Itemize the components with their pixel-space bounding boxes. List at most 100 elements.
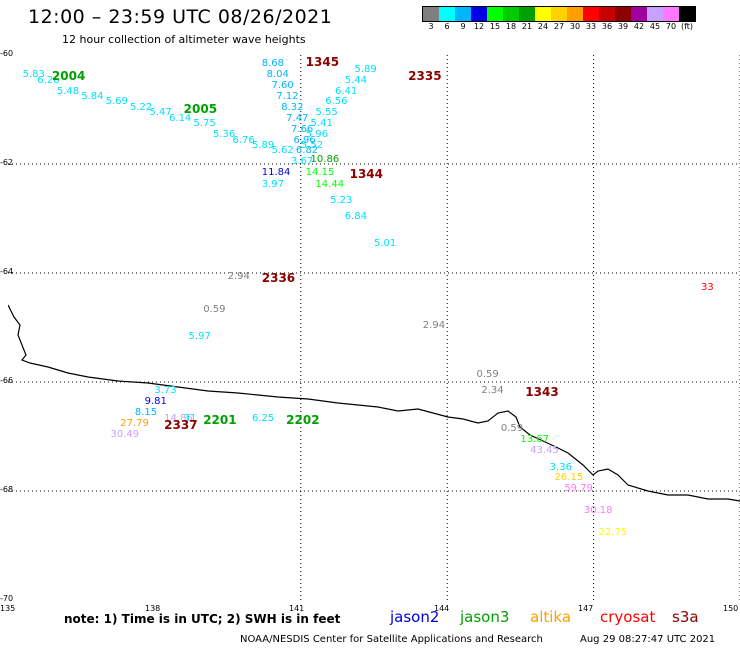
- wave-height-value: 5.01: [374, 238, 397, 250]
- wave-height-value: 22.75: [598, 526, 628, 538]
- longitude-label: 147: [578, 604, 594, 613]
- wave-height-value: 5.23: [330, 194, 353, 206]
- wave-height-value: 5.96: [305, 129, 328, 141]
- pass-time-label: 1345: [305, 55, 340, 69]
- color-scale-label: 27: [553, 22, 565, 31]
- wave-height-value: 5.75: [193, 118, 216, 130]
- color-scale-label: 70: [665, 22, 677, 31]
- color-scale-label: 15: [489, 22, 501, 31]
- color-scale-label: 42: [633, 22, 645, 31]
- wave-height-value: 5.41: [310, 118, 333, 130]
- wave-height-value: 6.76: [232, 134, 255, 146]
- color-scale-label: 45: [649, 22, 661, 31]
- legend-s3a: s3a: [672, 608, 699, 626]
- color-swatch: [631, 7, 647, 21]
- pass-time-label: 2337: [164, 417, 198, 432]
- wave-height-value: 11.84: [261, 167, 291, 179]
- color-scale-label: 39: [617, 22, 629, 31]
- wave-height-value: 14.44: [315, 179, 345, 191]
- wave-height-value: 2.34: [481, 385, 504, 397]
- longitude-label: 138: [145, 604, 161, 613]
- wave-height-value: 5.89: [252, 140, 275, 152]
- color-swatch: [663, 7, 679, 21]
- wave-height-value: 6.96: [293, 134, 316, 146]
- wave-height-value: 8.32: [281, 101, 304, 113]
- color-scale-bar: [422, 6, 696, 22]
- color-swatch: [455, 7, 471, 21]
- longitude-label: 150: [723, 604, 739, 613]
- wave-height-value: 59.79: [564, 483, 593, 495]
- wave-height-value: 6.26: [37, 74, 60, 86]
- wave-height-value: 3.73: [154, 385, 177, 397]
- color-scale-label: (ft): [680, 22, 694, 31]
- wave-height-value: 8.68: [261, 58, 285, 70]
- color-scale-label: 18: [505, 22, 517, 31]
- graticule: [8, 55, 740, 600]
- wave-height-value: 6.41: [334, 85, 358, 97]
- wave-height-value: 5.44: [344, 74, 367, 86]
- legend-jason3: jason3: [460, 608, 510, 626]
- pass-time-label: 2005: [183, 101, 218, 116]
- wave-height-value: 0.59: [203, 303, 226, 315]
- pass-time-label: 2335: [408, 69, 442, 84]
- color-swatch: [519, 7, 535, 21]
- color-swatch: [583, 7, 599, 21]
- pass-time-label: 1343: [525, 385, 559, 400]
- color-swatch: [567, 7, 583, 21]
- longitude-label: 135: [0, 604, 16, 613]
- wave-height-value: 3.67: [291, 156, 314, 168]
- color-scale-label: 33: [585, 22, 597, 31]
- generated-timestamp: Aug 29 08:27:47 UTC 2021: [580, 634, 716, 645]
- color-swatch: [535, 7, 551, 21]
- wave-height-value: 6.84: [344, 210, 367, 222]
- color-swatch: [647, 7, 663, 21]
- wave-height-value: 5.62: [271, 145, 294, 157]
- credit-text: NOAA/NESDIS Center for Satellite Applica…: [240, 634, 543, 645]
- wave-height-value: 6.14: [169, 112, 192, 124]
- wave-height-value: 7.47: [286, 112, 309, 124]
- wave-height-value: 27.79: [120, 417, 149, 429]
- color-swatch: [679, 7, 695, 21]
- wave-height-value: 33: [700, 281, 714, 293]
- wave-height-value: 5.89: [354, 63, 377, 75]
- wave-height-value: 9.81: [144, 396, 167, 408]
- wave-height-value: 3.36: [549, 461, 572, 473]
- footer-note: note: 1) Time is in UTC; 2) SWH is in fe…: [64, 612, 341, 626]
- color-scale-label: 12: [473, 22, 485, 31]
- wave-height-value: 43.45: [530, 445, 559, 457]
- color-scale-label: 36: [601, 22, 613, 31]
- color-swatch: [471, 7, 487, 21]
- legend-jason2: jason2: [390, 608, 440, 626]
- wave-height-value: 2.94: [422, 319, 446, 331]
- map-title: 12:00 – 23:59 UTC 08/26/2021: [28, 6, 333, 28]
- longitude-label: 144: [434, 604, 450, 613]
- wave-height-value: 0.59: [500, 423, 524, 435]
- wave-height-value: 5.36: [212, 129, 236, 141]
- color-swatch: [487, 7, 503, 21]
- color-swatch: [599, 7, 615, 21]
- wave-height-value: 6.56: [325, 96, 348, 108]
- wave-height-value: 6.82: [295, 145, 319, 157]
- color-scale-label: 21: [521, 22, 533, 31]
- latitude-label: -66: [0, 376, 14, 385]
- wave-height-value: 0.59: [476, 368, 499, 380]
- latitude-label: -62: [0, 158, 14, 167]
- wave-height-value: 5.97: [188, 330, 211, 342]
- pass-time-label: 2202: [286, 412, 320, 427]
- color-swatch: [423, 7, 439, 21]
- wave-height-value: 30.18: [583, 505, 613, 517]
- color-scale-label: 30: [569, 22, 581, 31]
- color-scale-label: 24: [537, 22, 549, 31]
- legend-altika: altika: [530, 608, 572, 626]
- wave-height-value: 5.69: [105, 96, 128, 108]
- wave-height-value: 7.66: [291, 123, 314, 135]
- wave-height-value: 6.25: [252, 412, 275, 424]
- color-swatch: [439, 7, 455, 21]
- wave-height-value: 10.86: [310, 154, 340, 166]
- color-swatch: [551, 7, 567, 21]
- color-scale-label: 6: [444, 22, 450, 31]
- pass-time-label: 2201: [203, 412, 237, 427]
- wave-height-value: 5.84: [81, 90, 104, 102]
- wave-height-value: 2.94: [227, 270, 250, 282]
- wave-height-value: 26.15: [554, 472, 584, 484]
